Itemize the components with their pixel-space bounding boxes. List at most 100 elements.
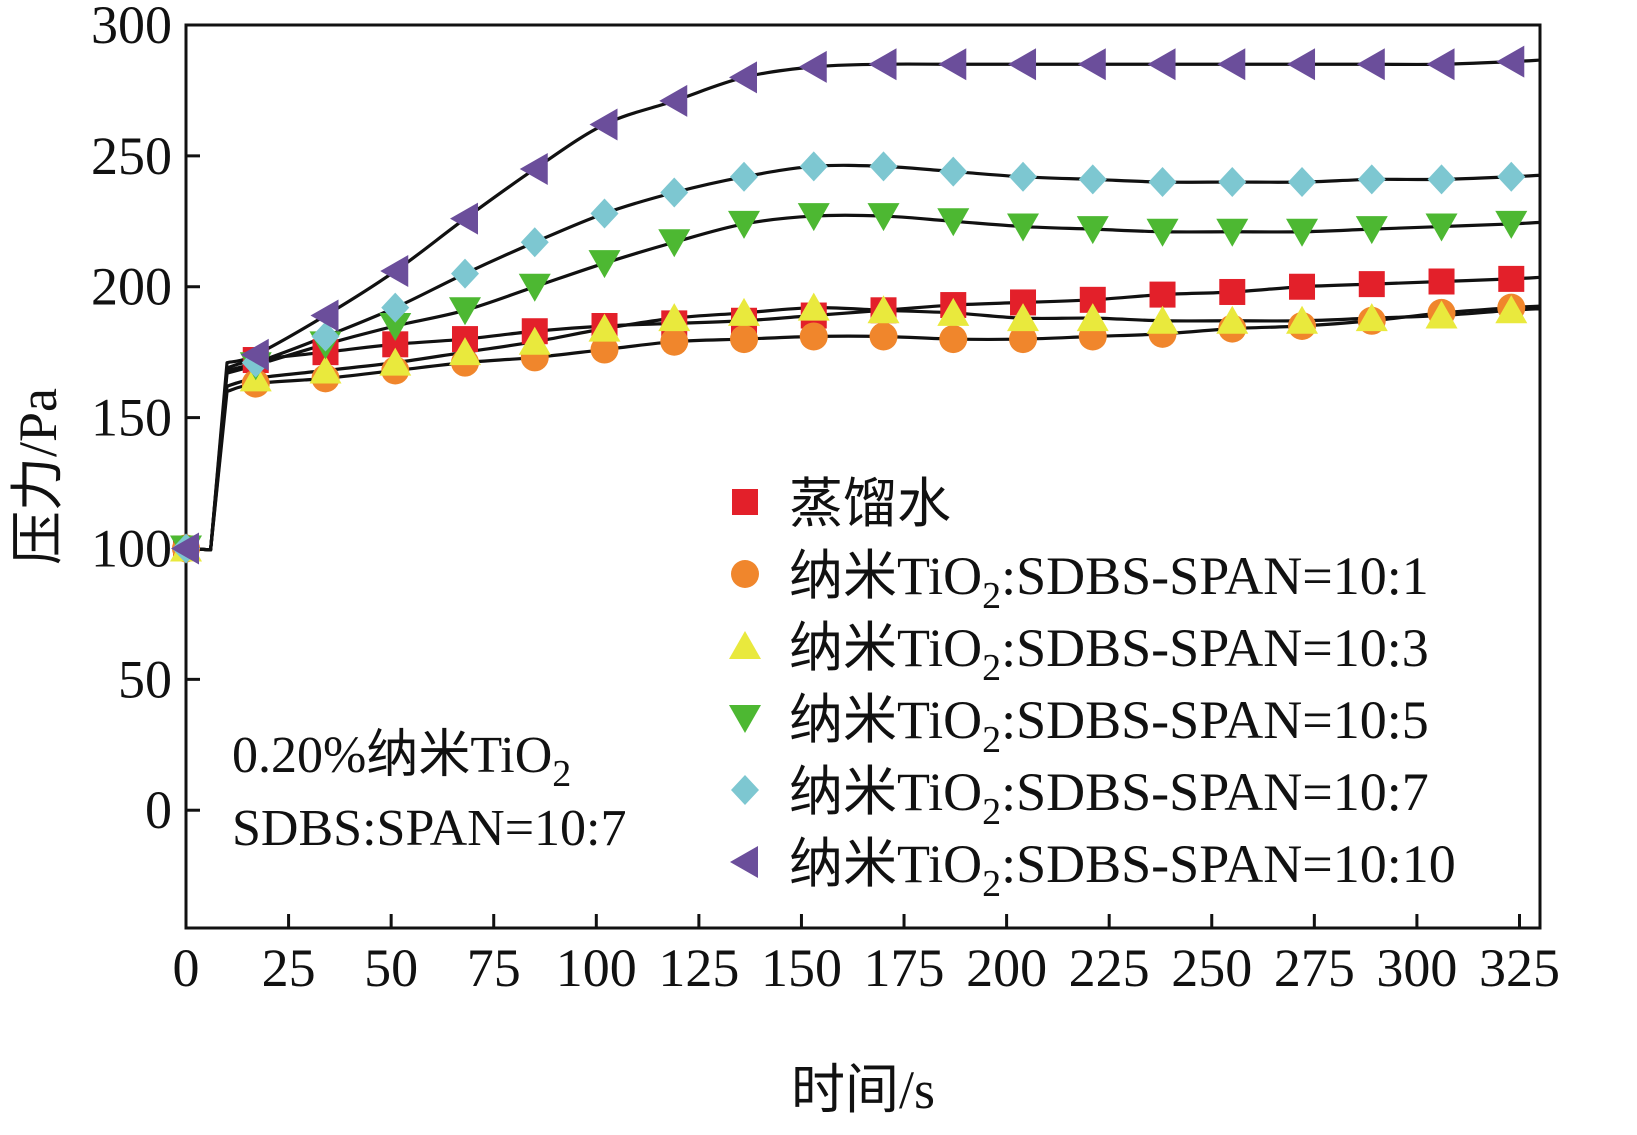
data-point (939, 156, 968, 187)
data-point (1149, 281, 1176, 308)
data-point (1008, 48, 1037, 81)
x-tick-label: 125 (658, 938, 739, 998)
x-tick-label: 175 (864, 938, 945, 998)
data-point (379, 347, 412, 376)
annotation-ratio: SDBS:SPAN=10:7 (232, 800, 626, 857)
data-point (1497, 161, 1526, 192)
legend-marker (731, 560, 759, 588)
data-point (451, 258, 480, 289)
data-point (1147, 48, 1176, 81)
legend-label: 纳米TiO2:SDBS-SPAN=10:5 (789, 690, 1429, 761)
x-tick-label: 75 (467, 938, 521, 998)
data-point (588, 250, 621, 279)
data-point (519, 152, 548, 185)
data-point (1216, 305, 1249, 334)
data-point (939, 325, 968, 354)
data-point (1009, 325, 1038, 354)
data-point (869, 151, 898, 182)
x-tick-label: 300 (1376, 938, 1457, 998)
legend-marker (730, 846, 758, 878)
x-tick-label: 100 (556, 938, 637, 998)
x-tick-label: 25 (262, 938, 316, 998)
data-point (590, 335, 619, 364)
data-point (1355, 216, 1388, 245)
data-point (590, 198, 619, 229)
data-point (937, 297, 970, 326)
data-point (1217, 48, 1246, 81)
data-point (1009, 161, 1038, 192)
data-point (381, 292, 410, 323)
annotation-concentration: 0.20%纳米TiO2 (232, 727, 571, 795)
data-point (520, 227, 549, 258)
x-tick-label: 225 (1069, 938, 1150, 998)
legend-marker (729, 705, 761, 733)
data-point (1286, 218, 1319, 247)
y-tick-label: 300 (91, 0, 172, 55)
data-point (449, 337, 482, 366)
data-point (1007, 303, 1040, 332)
data-point (1495, 295, 1528, 324)
x-tick-label: 325 (1479, 938, 1560, 998)
data-point (730, 325, 759, 354)
data-point (309, 355, 342, 384)
data-point (797, 203, 830, 232)
data-point (660, 327, 689, 356)
data-point (1289, 273, 1316, 300)
data-point (1428, 268, 1455, 295)
data-point (728, 210, 761, 239)
y-tick-label: 250 (91, 126, 172, 186)
data-point (1286, 305, 1319, 334)
x-axis-title: 时间/s (791, 1060, 935, 1120)
legend-label: 蒸馏水 (789, 474, 951, 534)
legend-marker (732, 489, 758, 515)
data-point (799, 151, 828, 182)
data-point (729, 61, 758, 94)
legend-marker (729, 631, 761, 659)
y-tick-label: 0 (145, 780, 172, 840)
data-point (380, 255, 409, 288)
plot-area-frame (184, 23, 1542, 930)
x-tick-label: 0 (173, 938, 200, 998)
data-point (660, 177, 689, 208)
data-point (1287, 48, 1316, 81)
data-point (588, 313, 621, 342)
data-point (1358, 271, 1385, 298)
data-point (589, 108, 618, 141)
data-point (730, 161, 759, 192)
data-point (1355, 303, 1388, 332)
data-point (1218, 167, 1247, 198)
data-point (1146, 218, 1179, 247)
data-point (1216, 218, 1249, 247)
data-point (449, 297, 482, 326)
data-point (1076, 216, 1109, 245)
data-point (1427, 164, 1456, 195)
data-point (1146, 305, 1179, 334)
data-point (240, 338, 269, 371)
data-point (938, 48, 967, 81)
data-point (1077, 48, 1106, 81)
data-point (799, 322, 828, 351)
data-point (798, 50, 827, 83)
data-point (1498, 265, 1525, 292)
x-tick-label: 50 (364, 938, 418, 998)
data-point (1007, 213, 1040, 242)
legend-label: 纳米TiO2:SDBS-SPAN=10:1 (789, 546, 1429, 617)
data-point (171, 532, 199, 565)
legend-label: 纳米TiO2:SDBS-SPAN=10:3 (789, 618, 1429, 689)
y-tick-label: 150 (91, 388, 172, 448)
data-point (728, 297, 761, 326)
y-tick-label: 50 (118, 649, 172, 709)
data-point (1219, 278, 1246, 305)
legend-marker (731, 775, 759, 805)
legend-label: 纳米TiO2:SDBS-SPAN=10:7 (789, 762, 1429, 833)
data-point (379, 313, 412, 341)
data-point (868, 48, 897, 81)
data-point (658, 303, 691, 332)
data-point (869, 322, 898, 351)
data-point (867, 203, 900, 232)
y-tick-label: 100 (91, 518, 172, 578)
data-point (1425, 300, 1458, 329)
data-point (518, 326, 551, 355)
x-tick-label: 200 (966, 938, 1047, 998)
data-point (1425, 213, 1458, 242)
